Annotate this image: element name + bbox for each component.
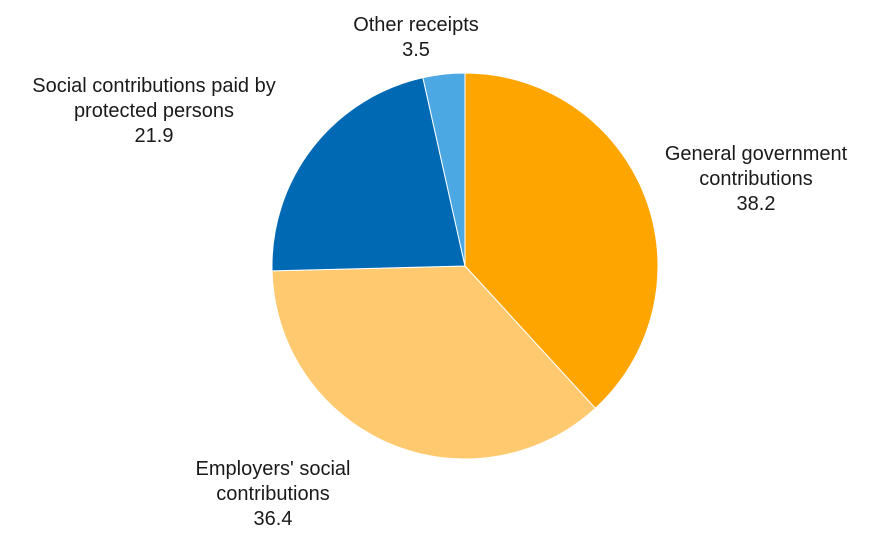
slice-label-line: Other receipts	[353, 14, 479, 36]
slice-value-label: 36.4	[254, 508, 293, 529]
slice-value-label: 21.9	[135, 125, 174, 147]
slice-label-4: Other receipts 3.5	[353, 14, 479, 61]
pie-slices	[271, 72, 659, 460]
slice-label-3: Social contributions paid by protected pe…	[32, 75, 275, 147]
pie-slice-3	[271, 77, 466, 272]
slice-label-2: Employers' social contributions 36.4	[196, 458, 351, 530]
slice-value-label: 38.2	[737, 193, 776, 215]
slice-label-line: General government	[665, 143, 848, 165]
slice-label-1: General government contributions 38.2	[665, 143, 848, 215]
pie-slice-2	[271, 265, 597, 460]
pie-slice-1	[464, 72, 659, 410]
slice-label-line: protected persons	[74, 100, 234, 122]
pie-slice-4	[422, 72, 466, 267]
slice-label-line: Employers' social	[196, 458, 351, 480]
slice-label-line: contributions	[216, 483, 329, 505]
pie-labels: General government contributions 38.2 Emplo…	[32, 14, 848, 530]
slice-label-line: Social contributions paid by	[32, 75, 275, 97]
slice-label-line: contributions	[699, 168, 812, 190]
slice-value-label: 3.5	[402, 39, 430, 61]
